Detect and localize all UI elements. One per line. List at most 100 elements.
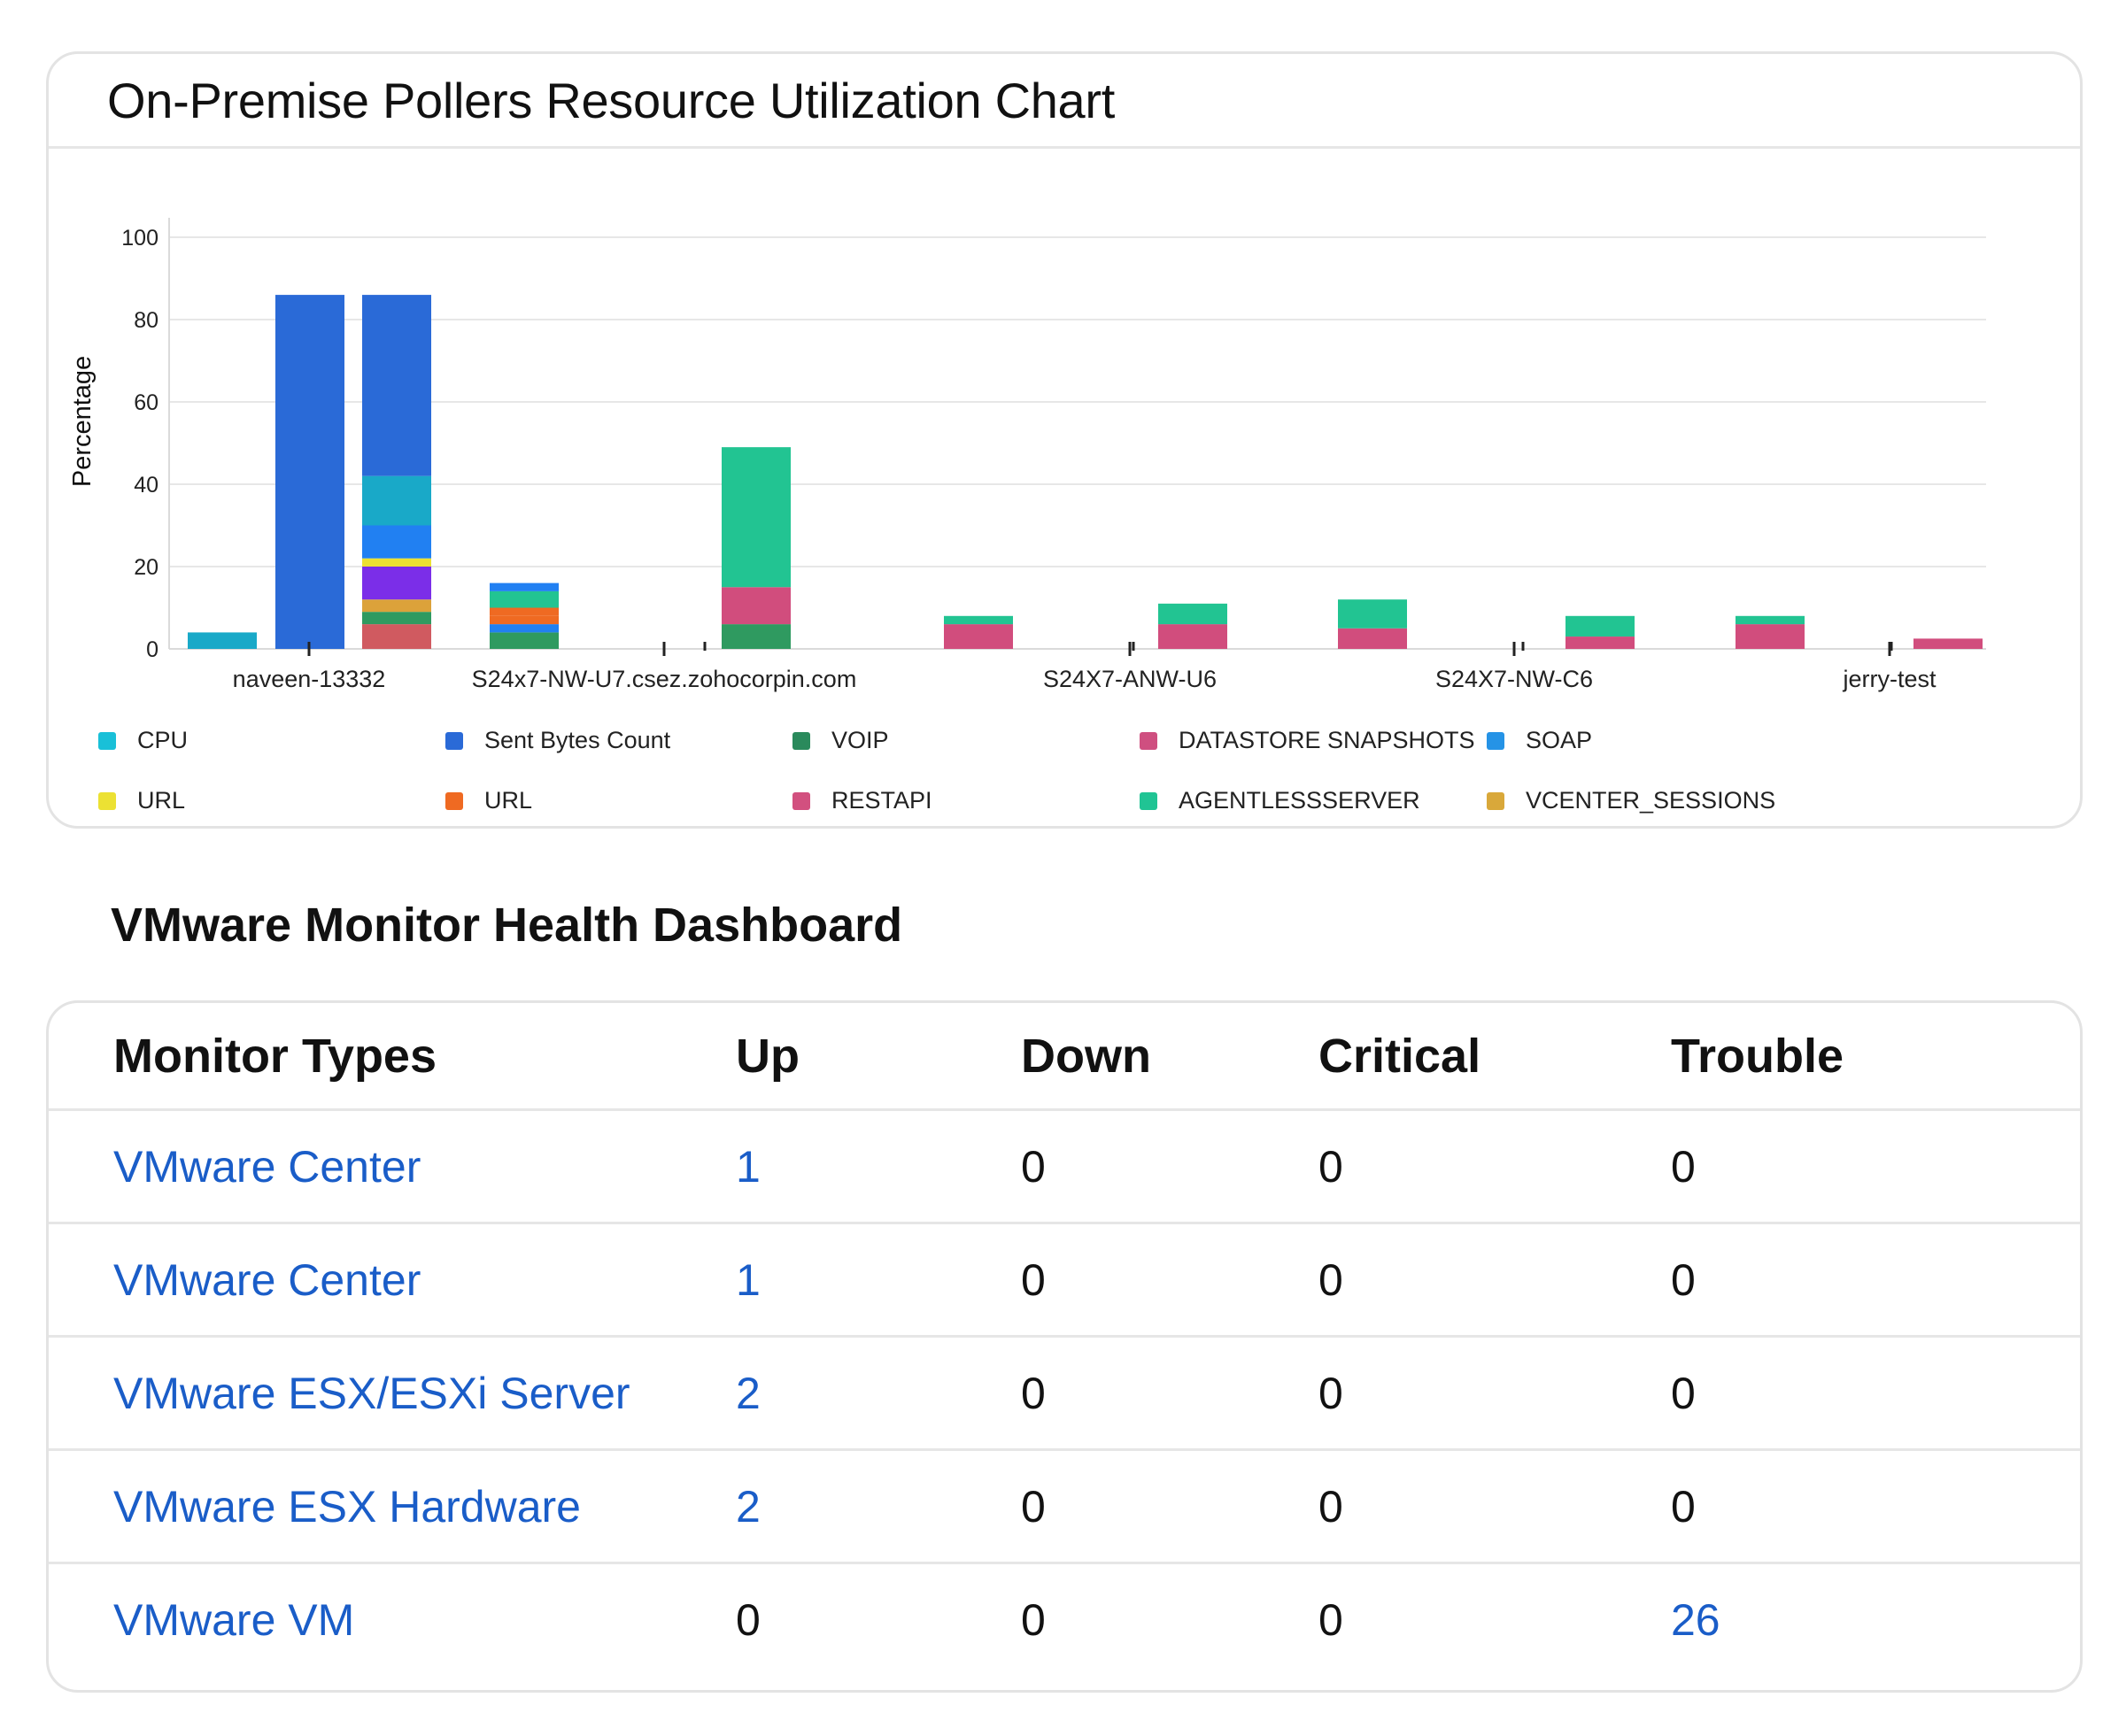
legend-item[interactable]: SOAP bbox=[1487, 727, 1592, 754]
bar-segment bbox=[275, 295, 344, 649]
legend-item[interactable]: AGENTLESSSERVER bbox=[1140, 787, 1420, 814]
legend-item[interactable]: URL bbox=[98, 787, 185, 814]
column-header-down: Down bbox=[1021, 1003, 1318, 1111]
chart-title: On-Premise Pollers Resource Utilization … bbox=[107, 73, 1116, 128]
bar-segment bbox=[362, 567, 431, 600]
table-header-row: Monitor Types Up Down Critical Trouble bbox=[49, 1003, 2080, 1111]
critical-count: 0 bbox=[1318, 1449, 1671, 1564]
bar-segment bbox=[1913, 638, 1983, 649]
monitor-type-link[interactable]: VMware VM bbox=[113, 1594, 355, 1645]
legend-swatch bbox=[1140, 731, 1157, 750]
down-count: 0 bbox=[1021, 1449, 1318, 1564]
legend-label: VOIP bbox=[831, 727, 889, 753]
y-tick-label: 20 bbox=[134, 555, 158, 580]
bar-segment bbox=[490, 607, 559, 616]
legend-swatch bbox=[792, 731, 810, 750]
y-tick-label: 60 bbox=[134, 390, 158, 415]
legend-swatch bbox=[98, 791, 116, 810]
critical-count: 0 bbox=[1318, 1109, 1671, 1224]
down-count: 0 bbox=[1021, 1336, 1318, 1451]
legend-item[interactable]: Sent Bytes Count bbox=[445, 727, 670, 754]
up-count: 0 bbox=[736, 1594, 761, 1645]
x-tick-label: S24X7-ANW-U6 bbox=[1043, 666, 1217, 692]
bar-segment bbox=[1566, 615, 1635, 637]
bar-segment bbox=[490, 624, 559, 633]
bar-segment bbox=[490, 632, 559, 649]
trouble-count: 0 bbox=[1671, 1449, 2080, 1564]
up-count-link[interactable]: 2 bbox=[736, 1368, 761, 1418]
bar-segment bbox=[1338, 628, 1407, 649]
legend-label: VCENTER_SESSIONS bbox=[1526, 787, 1776, 814]
legend-item[interactable]: CPU bbox=[98, 727, 188, 754]
x-tick-label: jerry-test bbox=[1842, 666, 1937, 692]
y-tick-label: 0 bbox=[146, 637, 158, 662]
legend-swatch bbox=[98, 731, 116, 750]
up-count-link[interactable]: 2 bbox=[736, 1481, 761, 1532]
bar-segment bbox=[1158, 624, 1227, 649]
table-row: VMware VM 0 0 0 26 bbox=[49, 1563, 2080, 1676]
up-count-link[interactable]: 1 bbox=[736, 1141, 761, 1192]
column-header-monitor-types: Monitor Types bbox=[49, 1003, 736, 1111]
critical-count: 0 bbox=[1318, 1336, 1671, 1451]
monitor-type-link[interactable]: VMware Center bbox=[113, 1141, 421, 1192]
bar-segment bbox=[490, 583, 559, 591]
legend-item[interactable]: URL bbox=[445, 787, 532, 814]
bar-segment bbox=[722, 447, 791, 588]
legend-item[interactable]: VOIP bbox=[792, 727, 889, 754]
bar-segment bbox=[362, 525, 431, 559]
legend-label: Sent Bytes Count bbox=[484, 727, 671, 753]
monitor-type-link[interactable]: VMware Center bbox=[113, 1254, 421, 1305]
bar-segment bbox=[944, 624, 1013, 649]
trouble-count-link[interactable]: 26 bbox=[1671, 1594, 1720, 1645]
chart-card-header: On-Premise Pollers Resource Utilization … bbox=[49, 54, 2080, 149]
legend-swatch bbox=[445, 731, 463, 750]
legend-item[interactable]: RESTAPI bbox=[792, 787, 932, 814]
y-tick-label: 40 bbox=[134, 473, 158, 498]
legend-swatch bbox=[792, 791, 810, 810]
monitor-type-link[interactable]: VMware ESX Hardware bbox=[113, 1481, 581, 1532]
bar-segment bbox=[362, 558, 431, 567]
down-count: 0 bbox=[1021, 1594, 1046, 1645]
legend-label: DATASTORE SNAPSHOTS bbox=[1179, 727, 1475, 753]
bar-segment bbox=[362, 475, 431, 526]
bar-segment bbox=[1736, 615, 1805, 625]
trouble-count: 0 bbox=[1671, 1336, 2080, 1451]
column-header-up: Up bbox=[736, 1003, 1021, 1111]
y-tick-label: 80 bbox=[134, 308, 158, 333]
legend-label: AGENTLESSSERVER bbox=[1179, 787, 1420, 814]
bar-segment bbox=[362, 612, 431, 625]
y-tick-label: 100 bbox=[121, 226, 158, 251]
legend-swatch bbox=[1140, 791, 1157, 810]
table-row: VMware Center 1 0 0 0 bbox=[49, 1223, 2080, 1338]
dashboard-title: VMware Monitor Health Dashboard bbox=[111, 899, 903, 952]
stacked-bar-chart: 0 20 40 60 80 100 Percentage naveen-13332 S24x7-… bbox=[68, 218, 1986, 692]
bar-segment bbox=[1338, 599, 1407, 629]
legend-swatch bbox=[1487, 791, 1504, 810]
monitor-type-link[interactable]: VMware ESX/ESXi Server bbox=[113, 1368, 630, 1418]
bar-segment bbox=[362, 624, 431, 649]
down-count: 0 bbox=[1021, 1109, 1318, 1224]
x-tick-label: S24x7-NW-U7.csez.zohocorpin.com bbox=[472, 666, 857, 692]
health-table: Monitor Types Up Down Critical Trouble V… bbox=[49, 1003, 2080, 1675]
column-header-critical: Critical bbox=[1318, 1003, 1671, 1111]
chart-card: On-Premise Pollers Resource Utilization … bbox=[46, 51, 2083, 829]
legend-swatch bbox=[1487, 731, 1504, 750]
y-axis-title: Percentage bbox=[68, 356, 97, 487]
x-tick-label: naveen-13332 bbox=[233, 666, 386, 692]
table-row: VMware ESX Hardware 2 0 0 0 bbox=[49, 1449, 2080, 1564]
bar-segment bbox=[362, 599, 431, 613]
legend-item[interactable]: DATASTORE SNAPSHOTS bbox=[1140, 727, 1475, 754]
legend-item[interactable]: VCENTER_SESSIONS bbox=[1487, 787, 1775, 814]
trouble-count: 0 bbox=[1671, 1109, 2080, 1224]
bar-segment bbox=[362, 295, 431, 476]
x-tick-label: S24X7-NW-C6 bbox=[1435, 666, 1593, 692]
bar-segment bbox=[490, 590, 559, 608]
bar-segment bbox=[722, 587, 791, 625]
up-count-link[interactable]: 1 bbox=[736, 1254, 761, 1305]
bar-segment bbox=[722, 624, 791, 649]
trouble-count: 0 bbox=[1671, 1223, 2080, 1338]
bar-segment bbox=[188, 632, 257, 649]
legend-label: URL bbox=[137, 787, 186, 814]
health-table-card: Monitor Types Up Down Critical Trouble V… bbox=[46, 1000, 2083, 1693]
legend-label: RESTAPI bbox=[831, 787, 932, 814]
